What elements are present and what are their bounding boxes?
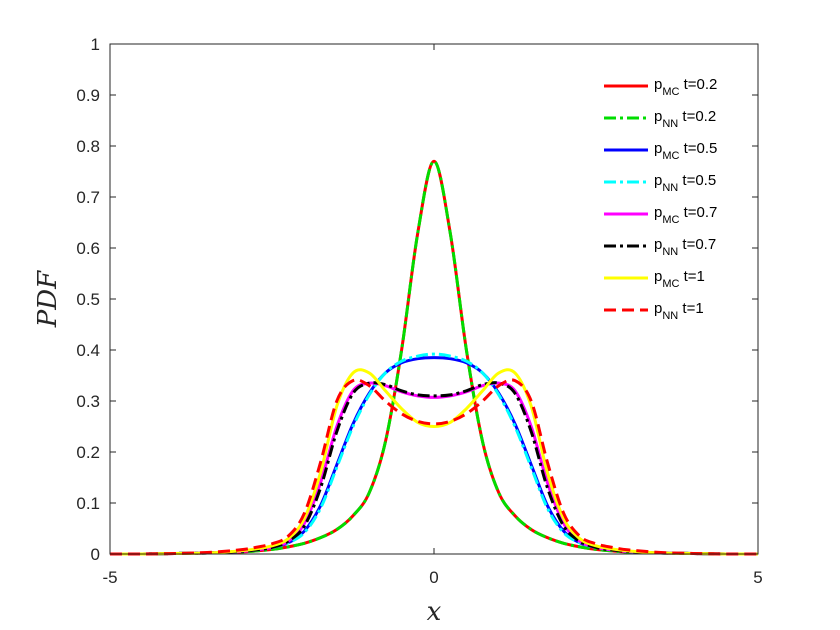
x-tick-label: 0 [429, 568, 438, 587]
series-line-nn-t-0-7 [109, 381, 759, 556]
ticks-layer: -5 0 500.10.20.30.40.50.60.70.80.91 [76, 35, 762, 587]
x-tick-label: 5 [753, 568, 762, 587]
y-tick-label: 0.7 [76, 188, 100, 207]
y-tick-label: 0.4 [76, 341, 100, 360]
y-tick-label: 0.2 [76, 443, 100, 462]
y-tick-label: 0.1 [76, 494, 100, 513]
series-layer [109, 159, 759, 556]
legend-box [595, 67, 749, 333]
legend-label: pNN t=0.2 [654, 108, 716, 130]
series-line-mc-t-1 [109, 368, 759, 556]
legend-label: pNN t=1 [654, 300, 704, 322]
y-tick-label: 0.5 [76, 290, 100, 309]
legend-label: pNN t=0.5 [654, 172, 716, 194]
legend-label: pMC t=0.5 [654, 140, 717, 162]
series-line-nn-t-1 [109, 378, 759, 556]
y-tick-label: 0.8 [76, 137, 100, 156]
legend: pMC t=0.2 pNN t=0.2 pMC t=0.5 pNN t=0.5 pMC … [595, 67, 749, 333]
y-tick-label: 0.3 [76, 392, 100, 411]
y-tick-label: 0.9 [76, 86, 100, 105]
y-tick-label: 0 [91, 545, 100, 564]
legend-label: pNN t=0.7 [654, 236, 716, 258]
x-tick-label: -5 [102, 568, 117, 587]
x-axis-label: x [427, 597, 442, 627]
legend-label: pMC t=0.7 [654, 204, 717, 226]
y-axis-label: PDF [33, 270, 63, 328]
y-tick-label: 1 [91, 35, 100, 54]
legend-label: pMC t=0.2 [654, 76, 717, 98]
legend-label: pMC t=1 [654, 268, 705, 290]
y-tick-label: 0.6 [76, 239, 100, 258]
